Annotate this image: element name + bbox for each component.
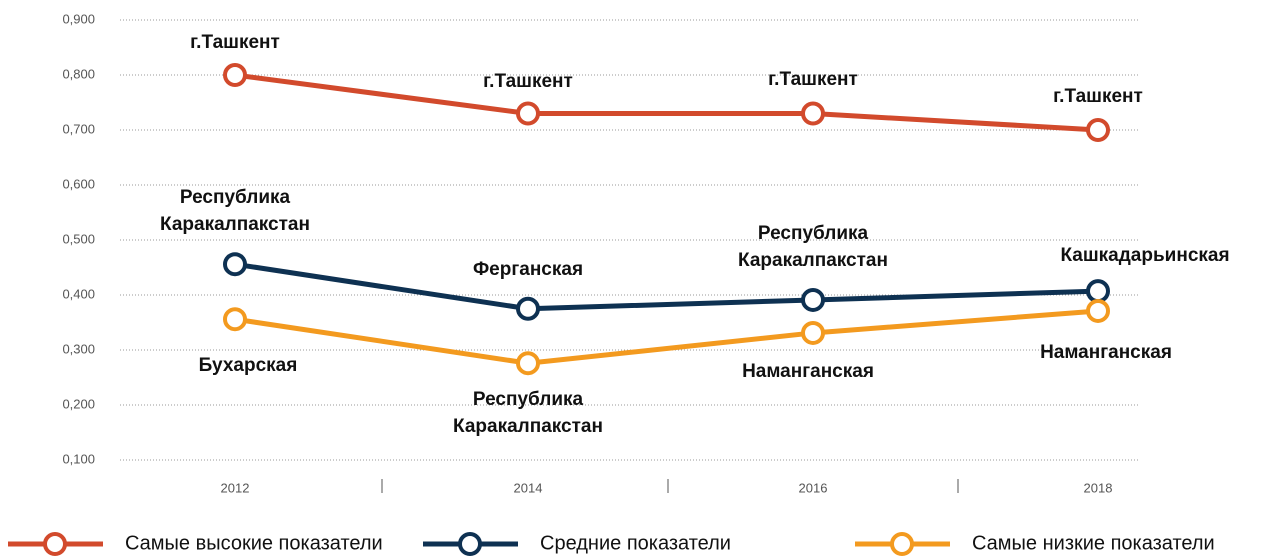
y-tick-label: 0,800 (62, 66, 95, 81)
point-label: г.Ташкент (190, 32, 280, 53)
point-label: г.Ташкент (1053, 86, 1143, 107)
y-tick-label: 0,100 (62, 451, 95, 466)
legend-label: Самые низкие показатели (972, 532, 1215, 554)
point-label: Ферганская (473, 259, 583, 280)
point-label: Наманганская (742, 361, 874, 382)
point (801, 101, 825, 126)
series-line (234, 308, 1099, 366)
point-label: Республика Каракалпакстан (160, 187, 310, 235)
point (1086, 298, 1110, 323)
point (801, 320, 825, 345)
y-tick-label: 0,400 (62, 286, 95, 301)
series-line (234, 72, 1099, 133)
legend-label: Самые высокие показатели (125, 532, 383, 554)
point-label-line: Каракалпакстан (453, 416, 603, 437)
point-label: г.Ташкент (483, 71, 573, 92)
point-label: Республика Каракалпакстан (453, 389, 603, 437)
point-label-line: Республика (180, 187, 291, 208)
x-tick-label: 2016 (799, 480, 828, 495)
y-tick-label: 0,300 (62, 341, 95, 356)
y-tick-label: 0,600 (62, 176, 95, 191)
point-label: Наманганская (1040, 342, 1172, 363)
point (1086, 118, 1110, 142)
point-label-line: Республика (473, 389, 584, 410)
point (516, 101, 540, 126)
point-label: Бухарская (199, 355, 298, 376)
point (223, 63, 247, 87)
legend-marker (43, 532, 67, 556)
y-tick-label: 0,900 (62, 11, 95, 26)
point-label: Кашкадарьинская (1060, 245, 1229, 266)
x-separators (381, 479, 959, 493)
point-label: Республика Каракалпакстан (738, 223, 888, 271)
point (516, 296, 540, 321)
legend-marker (890, 532, 914, 556)
point (1086, 279, 1110, 304)
legend-marker (458, 532, 482, 556)
series-line (234, 261, 1099, 312)
y-tick-label: 0,700 (62, 121, 95, 136)
point-label-line: Каракалпакстан (160, 214, 310, 235)
x-tick-label: 2018 (1084, 480, 1113, 495)
legend-label: Средние показатели (540, 532, 731, 554)
point (223, 307, 247, 332)
point-label-line: Республика (758, 223, 869, 244)
point (801, 287, 825, 312)
point (516, 351, 540, 376)
point-label-line: Каракалпакстан (738, 250, 888, 271)
point-label: г.Ташкент (768, 69, 858, 90)
x-tick-label: 2014 (514, 480, 543, 495)
y-tick-label: 0,500 (62, 231, 95, 246)
point (223, 252, 247, 277)
y-tick-label: 0,200 (62, 396, 95, 411)
x-tick-label: 2012 (221, 480, 250, 495)
